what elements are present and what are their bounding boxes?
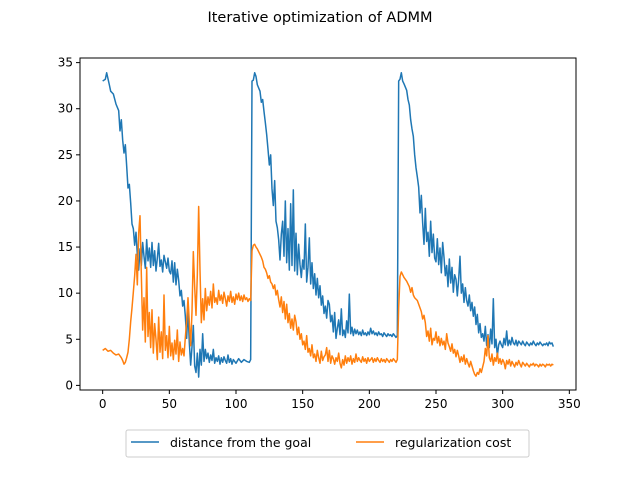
axes-frame xyxy=(79,57,577,391)
x-tick-label: 300 xyxy=(491,397,514,411)
series-layer xyxy=(102,72,555,378)
x-tick-label: 350 xyxy=(558,397,581,411)
x-tick-label: 200 xyxy=(358,397,381,411)
y-axis: 0 5 10 15 20 25 30 35 xyxy=(58,56,80,392)
x-tick-label: 250 xyxy=(425,397,448,411)
x-tick-label: 50 xyxy=(162,397,177,411)
x-axis: 0 50 100 150 200 250 300 350 xyxy=(99,390,581,411)
y-tick-label: 35 xyxy=(58,56,73,70)
chart-title: Iterative optimization of ADMM xyxy=(207,10,432,26)
x-tick-label: 150 xyxy=(291,397,314,411)
y-tick-label: 5 xyxy=(65,332,73,346)
plot-area xyxy=(79,57,577,391)
y-tick-label: 25 xyxy=(58,148,73,162)
y-tick-label: 0 xyxy=(65,378,73,392)
x-tick-label: 0 xyxy=(99,397,107,411)
y-tick-label: 10 xyxy=(58,286,73,300)
legend-box xyxy=(125,429,530,458)
legend-label-regularization: regularization cost xyxy=(395,435,511,450)
series-line-1 xyxy=(102,205,554,377)
y-tick-label: 15 xyxy=(58,240,73,254)
y-tick-label: 30 xyxy=(58,102,73,116)
series-line-0 xyxy=(102,72,555,378)
x-tick-label: 100 xyxy=(225,397,248,411)
y-tick-label: 20 xyxy=(58,194,73,208)
legend-label-distance: distance from the goal xyxy=(170,435,311,450)
legend: distance from the goal regularization co… xyxy=(125,429,530,458)
